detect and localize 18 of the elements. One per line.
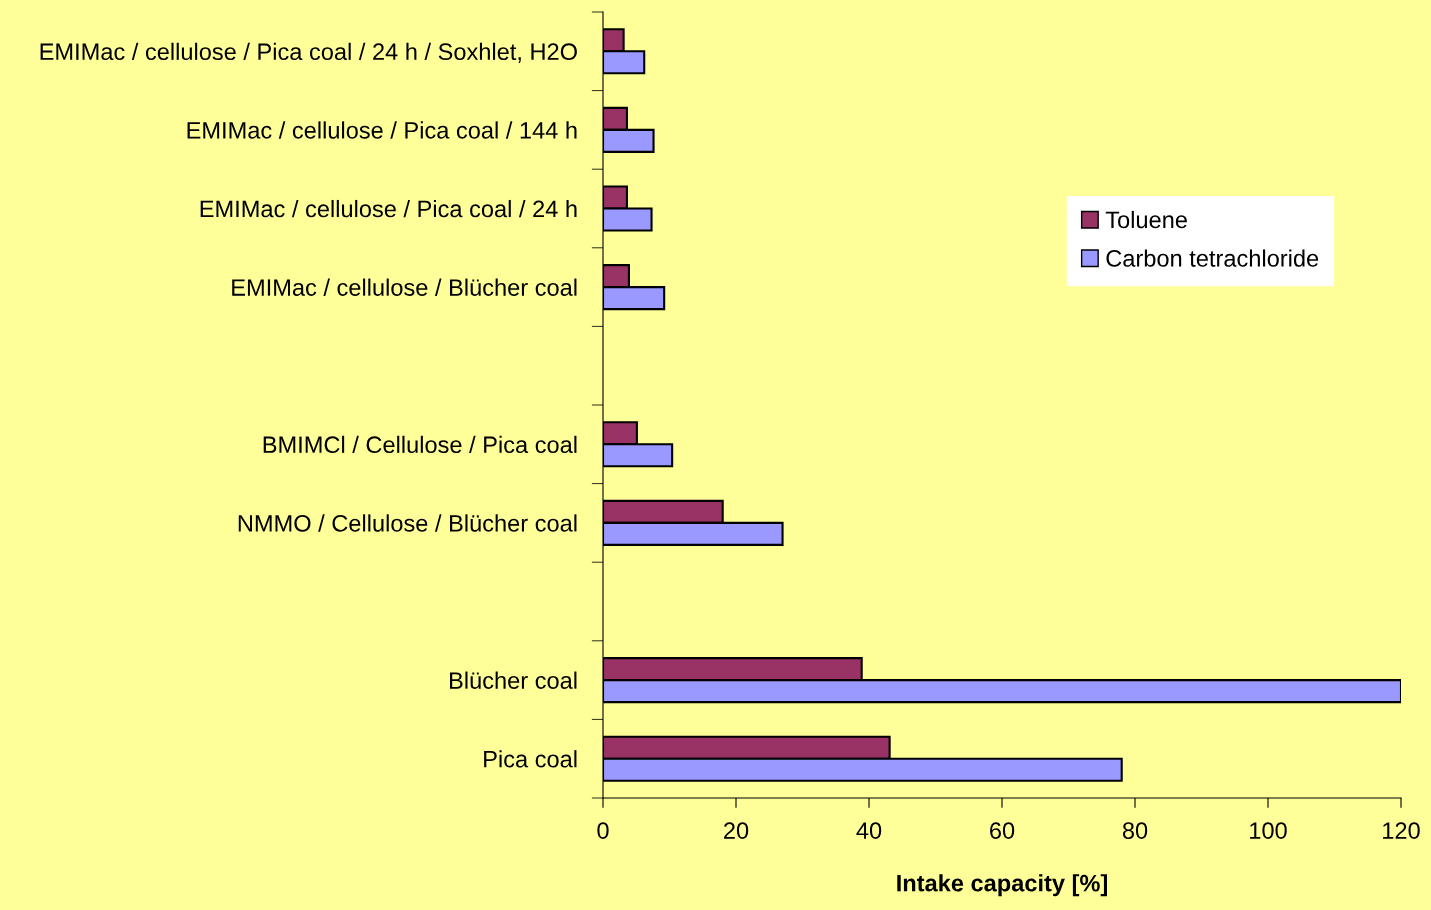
x-axis-title: Intake capacity [%] xyxy=(897,874,1107,897)
y-tick-label: EMIMac / cellulose / Pica coal / 24 h xyxy=(200,199,577,218)
y-tick-label: EMIMac / cellulose / Pica coal / 24 h / Soxhlet, H2O xyxy=(40,42,577,63)
legend-label: Carbon tetrachloride xyxy=(1106,249,1319,267)
y-tick-label: BMIMCl / Cellulose / Pica coal xyxy=(263,435,577,454)
x-tick-label: 0 xyxy=(597,822,609,839)
x-tick-label: 80 xyxy=(1122,822,1148,839)
x-tick-label: 20 xyxy=(724,822,749,839)
legend-label: Toluene xyxy=(1105,210,1187,229)
y-tick-label: Pica coal xyxy=(484,750,577,768)
x-tick-label: 120 xyxy=(1383,822,1420,839)
y-tick-label: EMIMac / cellulose / Blücher coal xyxy=(232,278,577,296)
x-tick-label: 100 xyxy=(1250,822,1287,839)
x-tick-label: 60 xyxy=(990,822,1015,839)
y-tick-label: EMIMac / cellulose / Pica coal / 144 h xyxy=(187,121,577,139)
x-tick-label: 40 xyxy=(856,822,882,839)
y-tick-label: NMMO / Cellulose / Blücher coal xyxy=(238,514,577,532)
y-tick-label: Blücher coal xyxy=(450,671,577,689)
